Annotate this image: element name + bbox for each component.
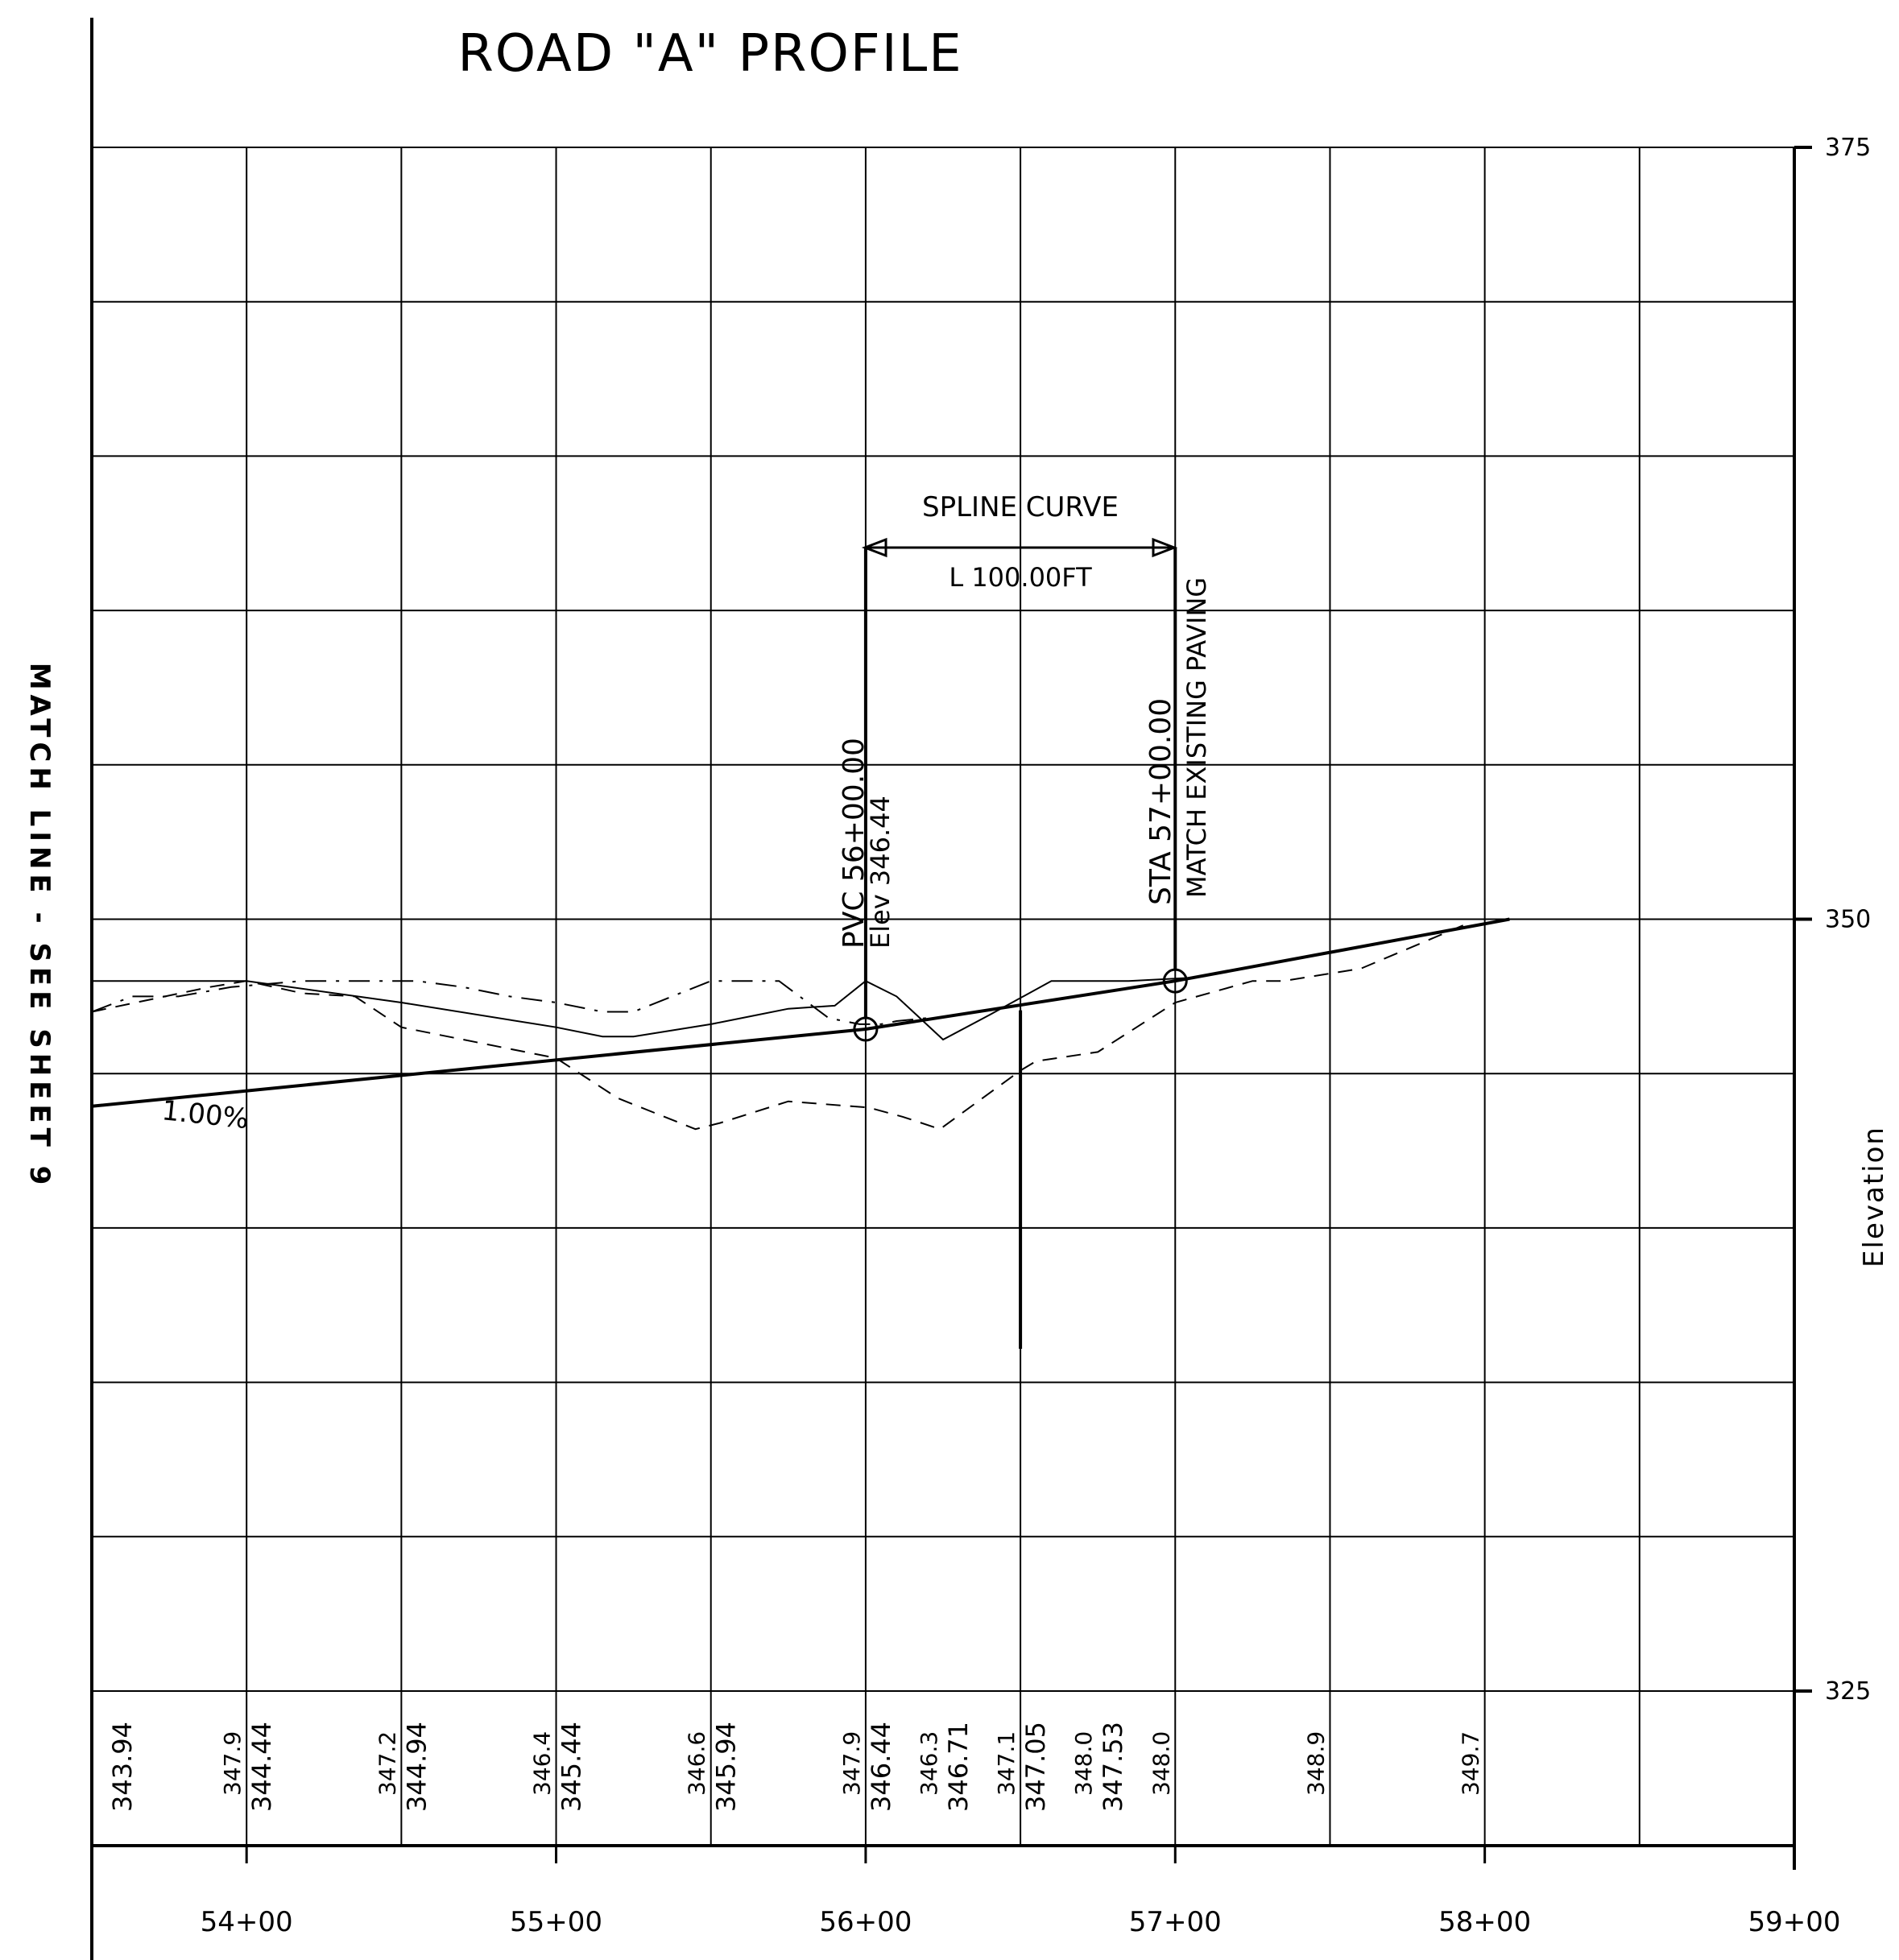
proposed-elevation-value: 345.94 bbox=[711, 1722, 742, 1812]
profile-line-existing-right bbox=[91, 924, 1464, 1131]
existing-elevation-value: 348.9 bbox=[1302, 1731, 1329, 1796]
existing-elevation-value: 348.0 bbox=[1070, 1731, 1097, 1796]
existing-elevation-value: 347.1 bbox=[993, 1731, 1020, 1796]
drawing-title: ROAD "A" PROFILE bbox=[457, 24, 962, 84]
control-point-marker bbox=[1162, 968, 1188, 994]
dimension-arrow-right-icon bbox=[1152, 537, 1178, 558]
profile-line-existing-center bbox=[91, 980, 928, 1025]
elevation-axis: Elevation 375 350 325 bbox=[1794, 134, 1890, 1706]
x-tick-label: 56+00 bbox=[819, 1906, 912, 1938]
existing-elevation-value: 347.9 bbox=[219, 1731, 246, 1796]
x-tick-label: 58+00 bbox=[1438, 1906, 1531, 1938]
profile-grid bbox=[92, 147, 1796, 1870]
y-tick-label: 375 bbox=[1825, 134, 1871, 162]
x-tick-label: 54+00 bbox=[201, 1906, 293, 1938]
profile-line-proposed bbox=[91, 917, 1510, 1108]
x-tick-label: 59+00 bbox=[1748, 1906, 1840, 1938]
proposed-elevation-value: 347.05 bbox=[1020, 1722, 1051, 1812]
proposed-elevation-value: 344.94 bbox=[401, 1722, 432, 1812]
x-tick-label: 57+00 bbox=[1129, 1906, 1222, 1938]
proposed-elevation-value: 344.44 bbox=[246, 1722, 277, 1812]
profile-lines bbox=[91, 917, 1510, 1131]
existing-elevation-value: 346.6 bbox=[684, 1731, 710, 1796]
existing-elevation-value: 346.4 bbox=[529, 1731, 556, 1796]
pvc-elevation-label: Elev 346.44 bbox=[865, 796, 896, 949]
existing-elevation-value: 349.7 bbox=[1458, 1731, 1484, 1796]
y-tick-label: 325 bbox=[1825, 1677, 1871, 1706]
x-tick-label: 55+00 bbox=[510, 1906, 602, 1938]
match-paving-label: MATCH EXISTING PAVING bbox=[1181, 577, 1212, 898]
y-tick-label: 350 bbox=[1825, 906, 1871, 934]
existing-elevation-value: 347.2 bbox=[374, 1731, 400, 1796]
station-axis: 54+00 55+00 56+00 57+00 58+00 59+00 bbox=[201, 1846, 1841, 1938]
grade-label: 1.00% bbox=[160, 1094, 250, 1135]
existing-elevation-value: 348.0 bbox=[1148, 1731, 1174, 1796]
spline-curve-title: SPLINE CURVE bbox=[922, 491, 1119, 523]
proposed-elevation-value: 347.53 bbox=[1098, 1722, 1128, 1812]
curve-annotations: SPLINE CURVE L 100.00FT PVC 56+00.00 Ele… bbox=[838, 491, 1212, 1349]
existing-elevation-value: 346.3 bbox=[916, 1731, 942, 1796]
proposed-elevation-value: 343.94 bbox=[107, 1722, 138, 1812]
proposed-elevation-value: 345.44 bbox=[556, 1722, 587, 1812]
dimension-arrow-left-icon bbox=[861, 537, 887, 558]
control-point-marker bbox=[853, 1016, 879, 1042]
match-line-label: MATCH LINE - SEE SHEET 9 bbox=[23, 663, 56, 1190]
y-axis-label: Elevation bbox=[1858, 1126, 1890, 1267]
elevation-table: 343.94 347.9 344.44 347.2 344.94 346.4 345.44 3… bbox=[107, 1722, 1483, 1812]
spline-length-label: L 100.00FT bbox=[949, 562, 1092, 593]
profile-line-existing-left bbox=[92, 977, 1191, 1041]
proposed-elevation-value: 346.71 bbox=[943, 1722, 974, 1812]
proposed-elevation-value: 346.44 bbox=[866, 1722, 896, 1812]
existing-elevation-value: 347.9 bbox=[838, 1731, 865, 1796]
match-station-label: STA 57+00.00 bbox=[1144, 698, 1177, 905]
